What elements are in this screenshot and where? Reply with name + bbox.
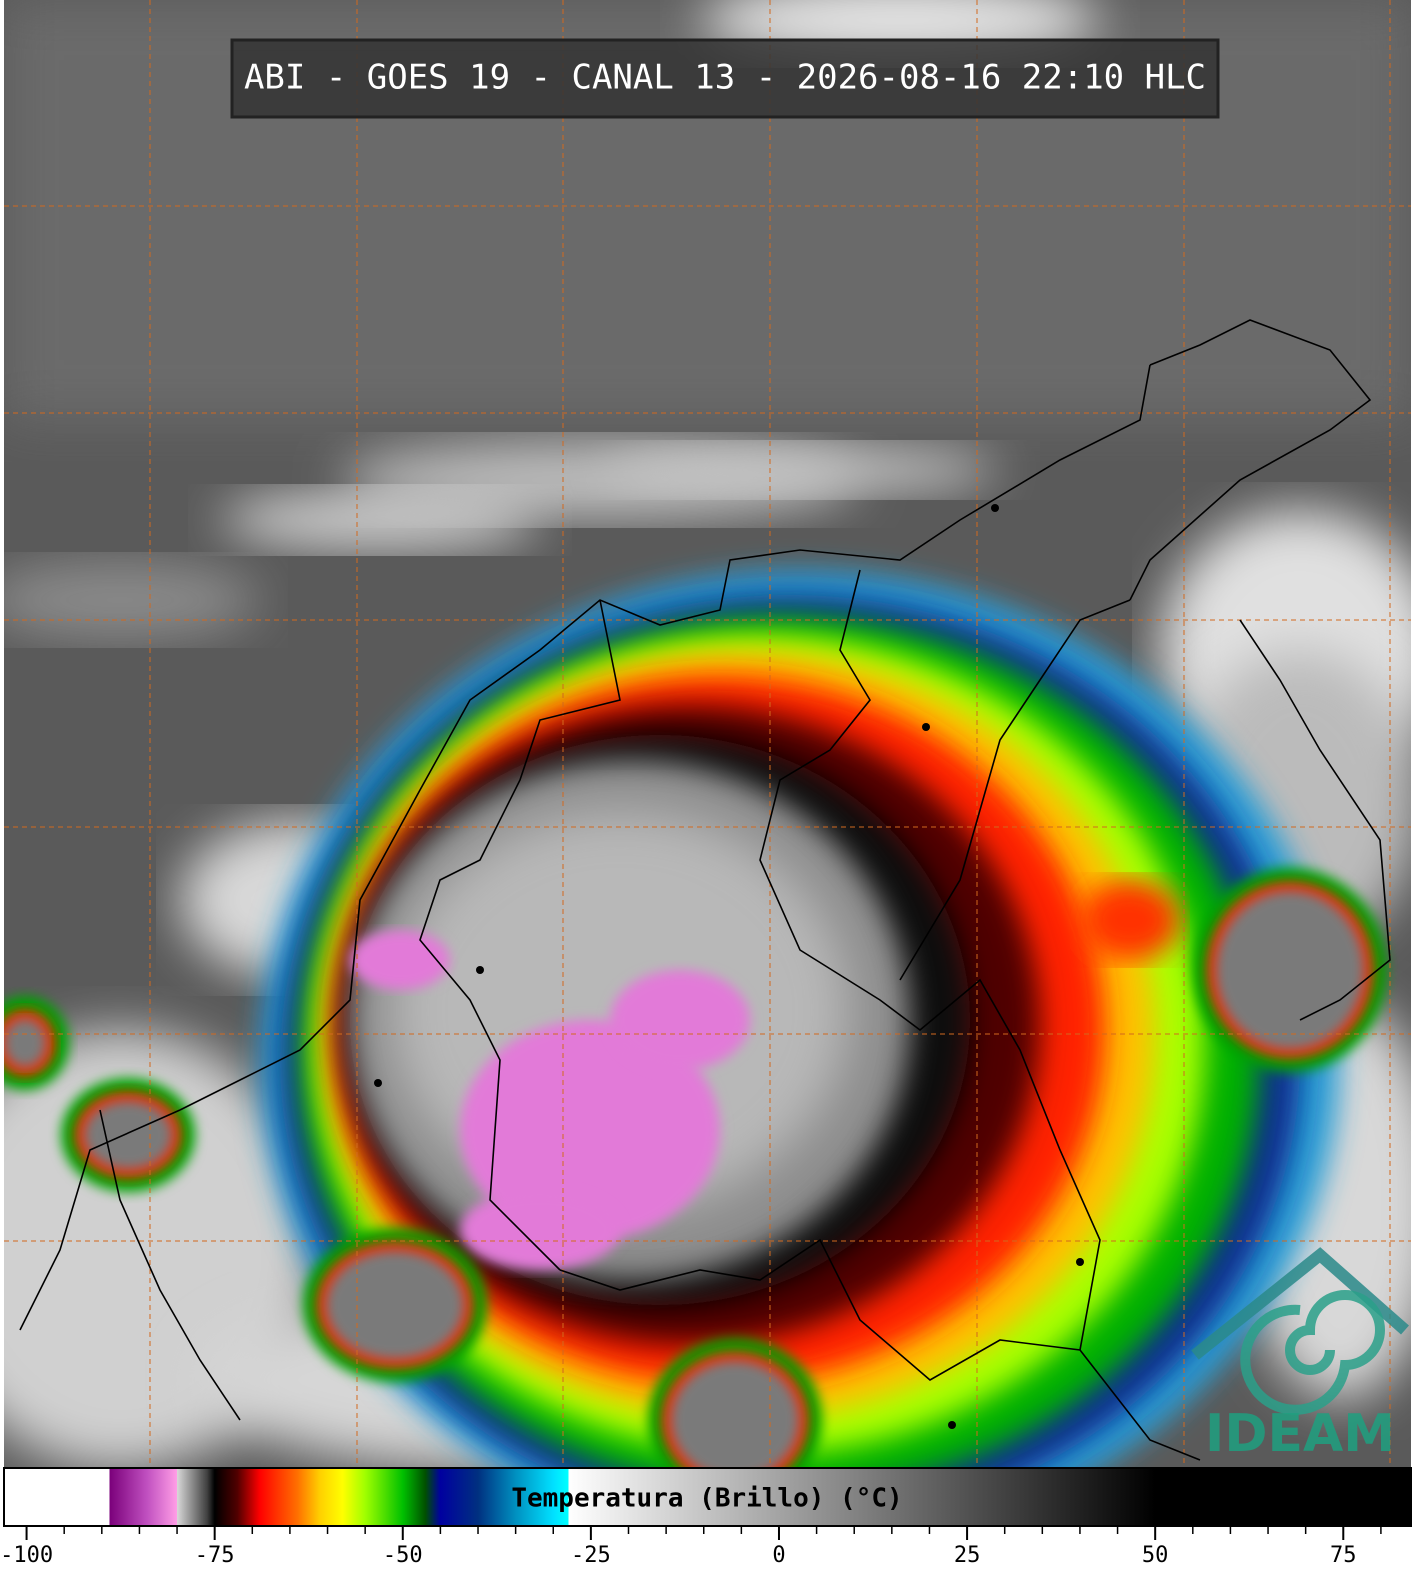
cold-top (460, 1020, 720, 1240)
overlay: ABI - GOES 19 - CANAL 13 - 2026-08-16 22… (230, 38, 1220, 119)
colorbar: Temperatura (Brillo) (°C) -100 -75 -50 -25 0… (0, 1467, 1412, 1568)
cloud (600, 445, 1000, 495)
boundary (419, 599, 621, 1271)
cell-core (4, 1018, 47, 1068)
boundary (559, 1238, 1201, 1461)
cloud (220, 490, 540, 550)
cell-core (1215, 890, 1365, 1050)
city (374, 1079, 382, 1087)
cold-top (610, 970, 750, 1070)
cell-core (325, 1250, 465, 1360)
boundary (179, 364, 1151, 1111)
logo-spiral (1240, 1290, 1385, 1415)
tick-label: 50 (1142, 1543, 1169, 1568)
colorbar-ramp (3, 1467, 1412, 1527)
boundary (899, 599, 1391, 1021)
boundary (1129, 319, 1372, 601)
logo: IDEAM (1191, 1247, 1409, 1464)
tick-label: -25 (571, 1543, 611, 1568)
cold-top (460, 1190, 620, 1270)
boundary (759, 569, 1101, 1351)
city (948, 1421, 956, 1429)
city (1076, 1258, 1084, 1266)
cell-core (83, 1100, 173, 1170)
colorbar-label: Temperatura (Brillo) (°C) (511, 1484, 902, 1514)
tick-label: -100 (0, 1543, 53, 1568)
tick-label: 0 (772, 1543, 785, 1568)
tick-label: -75 (195, 1543, 235, 1568)
title-box (230, 38, 1220, 119)
logo-text: IDEAM (1205, 1404, 1395, 1464)
tick-label: 75 (1330, 1543, 1357, 1568)
tick-label: -50 (383, 1543, 423, 1568)
boundary (19, 1109, 241, 1421)
cell-hot (1080, 880, 1180, 960)
tick-label: 25 (954, 1543, 981, 1568)
title: ABI - GOES 19 - CANAL 13 - 2026-08-16 22… (244, 58, 1206, 98)
cold-top (350, 930, 450, 990)
city (991, 504, 999, 512)
city (922, 723, 930, 731)
logo-roof (1191, 1247, 1409, 1360)
city (476, 966, 484, 974)
cell-core (670, 1360, 800, 1468)
